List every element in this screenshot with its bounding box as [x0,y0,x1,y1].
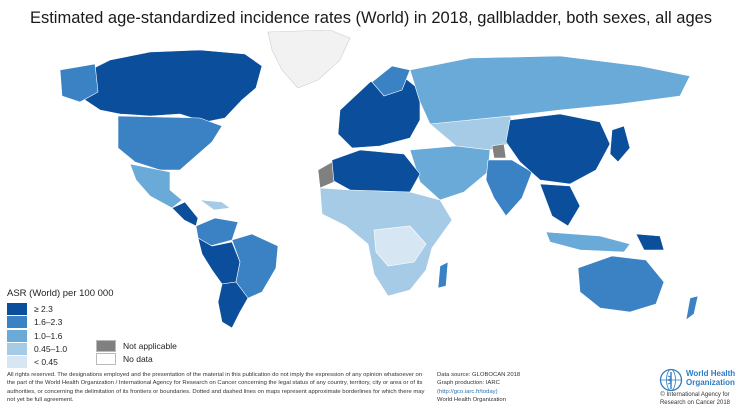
legend-bins: ≥ 2.3 1.6–2.3 1.0–1.6 0.45–1.0 < 0.45 [7,303,67,369]
region-india [485,159,533,217]
legend-label: 1.6–2.3 [34,317,63,328]
region-central-africa [373,225,427,267]
region-kashmir [491,143,507,159]
region-north-africa [331,149,421,195]
legend-label: Not applicable [123,341,177,351]
region-papua-new-guinea [635,233,665,251]
who-name: World Health Organization [686,369,735,387]
region-middle-east [409,145,491,201]
map-title: Estimated age-standardized incidence rat… [29,9,713,27]
legend-swatch [7,342,27,355]
source-line: Data source: GLOBOCAN 2018 [437,372,521,378]
legend-item: 0.45–1.0 [7,342,68,355]
region-mexico [129,163,183,209]
region-brazil [231,233,279,301]
legend-extra: Not applicable No data [96,340,177,367]
legend-swatch [7,303,27,315]
region-new-zealand [685,295,699,321]
source-block: Data source: GLOBOCAN 2018 Graph product… [437,371,617,404]
legend-item: No data [96,353,177,366]
legend-swatch [7,329,27,342]
region-canada [69,49,263,123]
who-credit: © International Agency for Research on C… [659,392,731,406]
legend-label: 0.45–1.0 [34,343,68,354]
legend-swatch [7,356,27,369]
legend-swatch [96,353,116,366]
region-western-sahara [317,161,335,189]
region-china [505,113,611,185]
region-argentina [217,281,249,329]
legend-label: 1.0–1.6 [34,330,63,341]
world-map [59,30,699,329]
region-indonesia [545,231,631,253]
legend-item: 1.0–1.6 [7,329,67,342]
legend-item: < 0.45 [7,356,67,369]
legend-label: < 0.45 [34,357,58,368]
source-link[interactable]: (http://gco.iarc.fr/today) [437,388,498,395]
region-central-america [171,201,199,227]
source-line: World Health Organization [437,396,506,403]
region-usa [117,115,223,171]
legend-label: ≥ 2.3 [34,304,53,314]
source-line: Graph production: IARC [437,380,500,387]
region-caribbean [198,199,231,211]
who-name-line: Organization [686,378,735,387]
region-southeast-asia [539,183,581,227]
region-greenland [267,30,351,89]
legend-title: ASR (World) per 100 000 [7,288,114,299]
legend-item: Not applicable [96,340,177,352]
who-logo-icon [659,368,683,392]
region-japan-korea [609,125,631,163]
region-madagascar [437,261,449,289]
region-alaska [59,63,99,103]
legend-item: ≥ 2.3 [7,303,67,315]
region-russia [409,55,691,125]
who-name-line: World Health [686,369,736,378]
legend-swatch [96,340,116,352]
region-scandinavia [371,65,411,97]
legend-swatch [7,316,27,329]
legend-label: No data [123,354,153,365]
legend-item: 1.6–2.3 [7,316,67,329]
region-australia [577,255,665,313]
disclaimer-text: All rights reserved. The designations em… [7,372,425,403]
region-central-asia [429,115,521,151]
